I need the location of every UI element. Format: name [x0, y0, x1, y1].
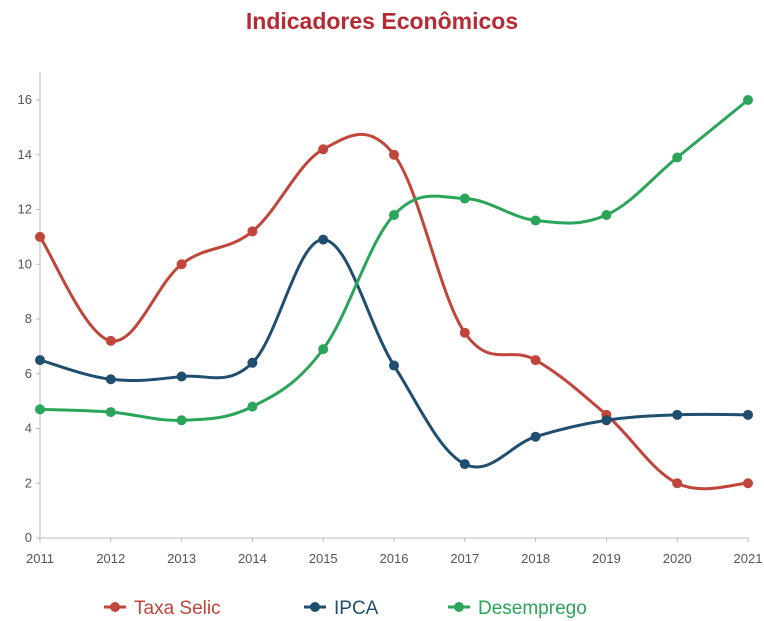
y-tick-label: 8: [25, 311, 32, 326]
data-point-taxa-selic: [459, 327, 470, 338]
chart-title: Indicadores Econômicos: [245, 8, 519, 34]
data-point-desemprego: [743, 95, 753, 105]
data-point-desemprego: [318, 344, 329, 355]
x-tick-label: 2013: [167, 551, 196, 566]
data-point-ipca: [247, 357, 258, 368]
data-point-desemprego: [247, 401, 258, 412]
legend-marker-desemprego: [454, 602, 464, 612]
legend-marker-ipca: [310, 602, 320, 612]
data-point-ipca: [743, 409, 753, 420]
series-line-ipca: [38, 238, 750, 469]
legend-label-taxa-selic: Taxa Selic: [134, 598, 221, 619]
data-point-desemprego: [672, 152, 683, 163]
x-tick-label: 2014: [238, 551, 267, 566]
data-point-ipca: [389, 360, 399, 371]
data-point-ipca: [318, 234, 329, 245]
data-point-taxa-selic: [743, 478, 753, 489]
legend-label-desemprego: Desemprego: [478, 598, 587, 619]
x-tick-label: 2017: [450, 551, 479, 566]
y-tick-label: 12: [18, 202, 32, 217]
data-point-ipca: [176, 371, 187, 382]
x-tick-label: 2016: [380, 551, 409, 566]
y-tick-label: 10: [18, 256, 32, 271]
data-point-taxa-selic: [176, 259, 187, 270]
y-tick-label: 6: [25, 366, 32, 381]
x-tick-label: 2011: [26, 551, 54, 566]
data-point-desemprego: [459, 193, 470, 204]
x-tick-label: 2012: [96, 551, 125, 566]
series-line-taxa-selic: [38, 132, 750, 491]
y-tick-label: 14: [18, 147, 32, 162]
data-point-desemprego: [105, 407, 116, 418]
data-point-desemprego: [35, 404, 45, 415]
data-point-ipca: [601, 415, 612, 426]
data-point-taxa-selic: [672, 478, 683, 489]
series-line-desemprego: [38, 98, 750, 422]
x-tick-label: 2021: [734, 551, 763, 566]
y-tick-label: 16: [18, 92, 32, 107]
legend-marker-taxa-selic: [110, 602, 120, 612]
y-tick-label: 4: [25, 421, 32, 436]
x-tick-label: 2015: [309, 551, 338, 566]
data-point-desemprego: [176, 415, 187, 426]
data-point-taxa-selic: [530, 355, 541, 366]
data-point-taxa-selic: [247, 226, 258, 237]
data-point-ipca: [459, 459, 470, 470]
data-point-desemprego: [601, 209, 612, 220]
data-point-taxa-selic: [105, 335, 116, 346]
data-point-ipca: [105, 374, 116, 385]
x-tick-label: 2018: [521, 551, 550, 566]
data-point-ipca: [35, 355, 45, 366]
data-point-desemprego: [530, 215, 541, 226]
data-point-taxa-selic: [389, 149, 399, 160]
y-tick-label: 2: [25, 475, 32, 490]
legend-label-ipca: IPCA: [334, 598, 379, 619]
y-tick-label: 0: [25, 530, 32, 545]
x-tick-label: 2020: [663, 551, 692, 566]
data-point-taxa-selic: [35, 231, 45, 242]
x-tick-label: 2019: [592, 551, 621, 566]
data-point-desemprego: [389, 209, 399, 220]
data-point-ipca: [672, 409, 683, 420]
data-point-taxa-selic: [318, 144, 329, 155]
data-point-ipca: [530, 431, 541, 442]
